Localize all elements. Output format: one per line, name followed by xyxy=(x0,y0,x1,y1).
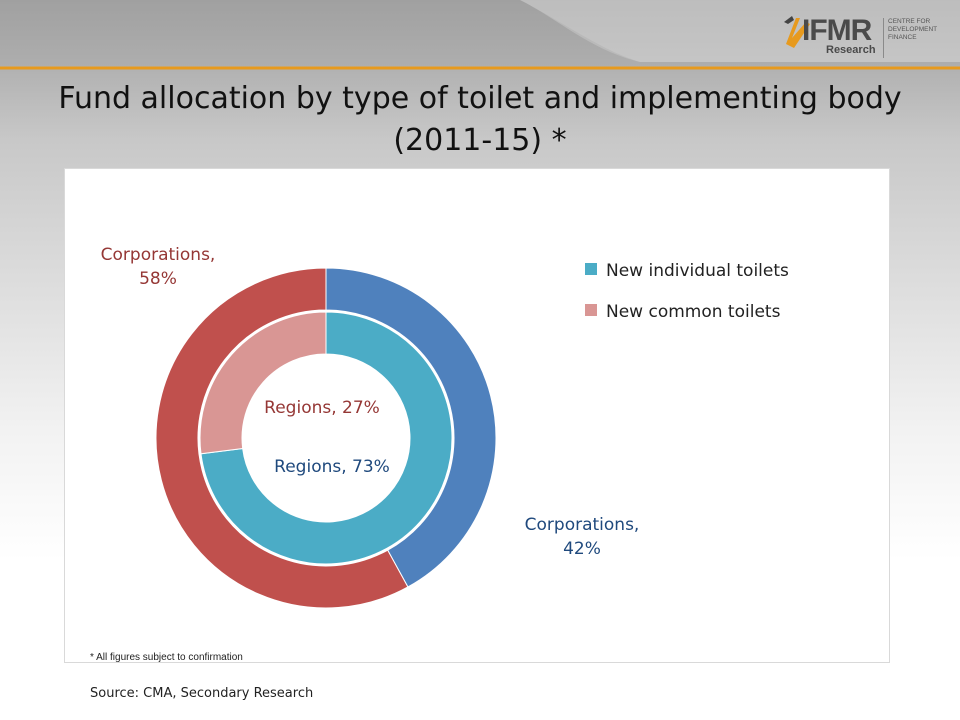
legend-swatch xyxy=(585,304,597,316)
page-title: Fund allocation by type of toilet and im… xyxy=(20,78,940,162)
inner-slice-label: Regions, 27% xyxy=(264,398,380,418)
logo-tagline-line: FINANCE xyxy=(888,34,917,41)
logo-tagline-line: DEVELOPMENT xyxy=(888,26,938,33)
logo-mark-icon xyxy=(784,16,810,48)
logo-wordmark: IFMR xyxy=(802,14,872,47)
top-band xyxy=(0,0,960,70)
outer-slice-label: Corporations, 42% xyxy=(525,515,640,559)
source-note: Source: CMA, Secondary Research xyxy=(90,686,314,701)
inner-slice-label: Regions, 73% xyxy=(274,457,390,477)
ifmr-logo: IFMR Research CENTRE FOR DEVELOPMENT FIN… xyxy=(780,12,950,60)
legend-label: New individual toilets xyxy=(606,261,789,281)
logo-tagline: CENTRE FOR DEVELOPMENT FINANCE xyxy=(888,18,937,42)
logo-research: Research xyxy=(826,44,876,56)
legend-swatch xyxy=(585,263,597,275)
inner-ring-slice xyxy=(199,311,327,455)
page-title-line1: Fund allocation by type of toilet and im… xyxy=(58,81,902,116)
page-title-line2: (2011-15) * xyxy=(393,123,567,158)
inner-ring-slice xyxy=(200,311,453,565)
logo-separator xyxy=(883,18,884,58)
outer-ring-slice xyxy=(155,267,409,609)
footnote: * All figures subject to confirmation xyxy=(90,652,243,663)
logo-tagline-line: CENTRE FOR xyxy=(888,18,931,25)
legend-label: New common toilets xyxy=(606,302,781,322)
outer-ring-slice xyxy=(325,267,497,588)
outer-slice-label: Corporations, 58% xyxy=(101,245,216,289)
